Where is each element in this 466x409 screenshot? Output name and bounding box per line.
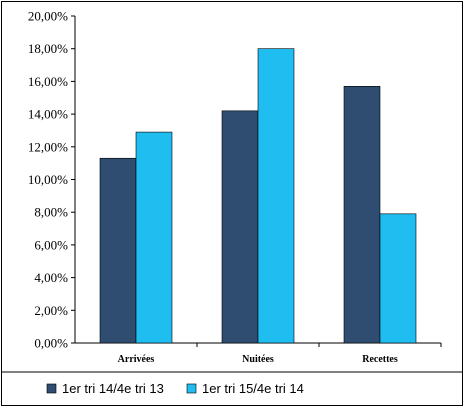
x-category-label: Nuitées bbox=[242, 354, 274, 365]
y-tick-label: 4,00% bbox=[34, 270, 68, 285]
y-tick-label: 0,00% bbox=[34, 336, 68, 351]
bar-2-nuitées bbox=[257, 48, 295, 344]
legend-swatch-2 bbox=[186, 383, 197, 394]
y-tick-label: 12,00% bbox=[28, 139, 68, 154]
bar-2-arrivées bbox=[135, 131, 173, 344]
category-labels: Arrivées Nuitées Recettes bbox=[118, 354, 398, 365]
bar-1-arrivées bbox=[99, 157, 137, 344]
y-tick-label: 6,00% bbox=[34, 237, 68, 252]
x-category-label: Recettes bbox=[362, 354, 398, 365]
y-tick-label: 18,00% bbox=[28, 41, 68, 56]
bars bbox=[99, 48, 417, 344]
x-category-label: Arrivées bbox=[118, 354, 155, 365]
y-tick-label: 8,00% bbox=[34, 205, 68, 220]
y-tick-label: 20,00% bbox=[28, 9, 68, 24]
y-tick-label: 14,00% bbox=[28, 107, 68, 122]
y-axis-tick-labels: 0,00% 2,00% 4,00% 6,00% 8,00% 10,00% 12,00% 14,… bbox=[28, 9, 68, 351]
legend: 1er tri 14/4e tri 13 1er tri 15/4e tri 14 bbox=[2, 371, 462, 396]
legend-swatch-1 bbox=[46, 383, 57, 394]
y-tick-label: 16,00% bbox=[28, 74, 68, 89]
bar-1-nuitées bbox=[221, 110, 259, 344]
y-tick-label: 2,00% bbox=[34, 303, 68, 318]
legend-label-2: 1er tri 15/4e tri 14 bbox=[202, 381, 304, 396]
y-tick-label: 10,00% bbox=[28, 172, 68, 187]
legend-label-1: 1er tri 14/4e tri 13 bbox=[62, 381, 164, 396]
bar-2-recettes bbox=[379, 213, 417, 344]
bar-1-recettes bbox=[343, 86, 381, 344]
